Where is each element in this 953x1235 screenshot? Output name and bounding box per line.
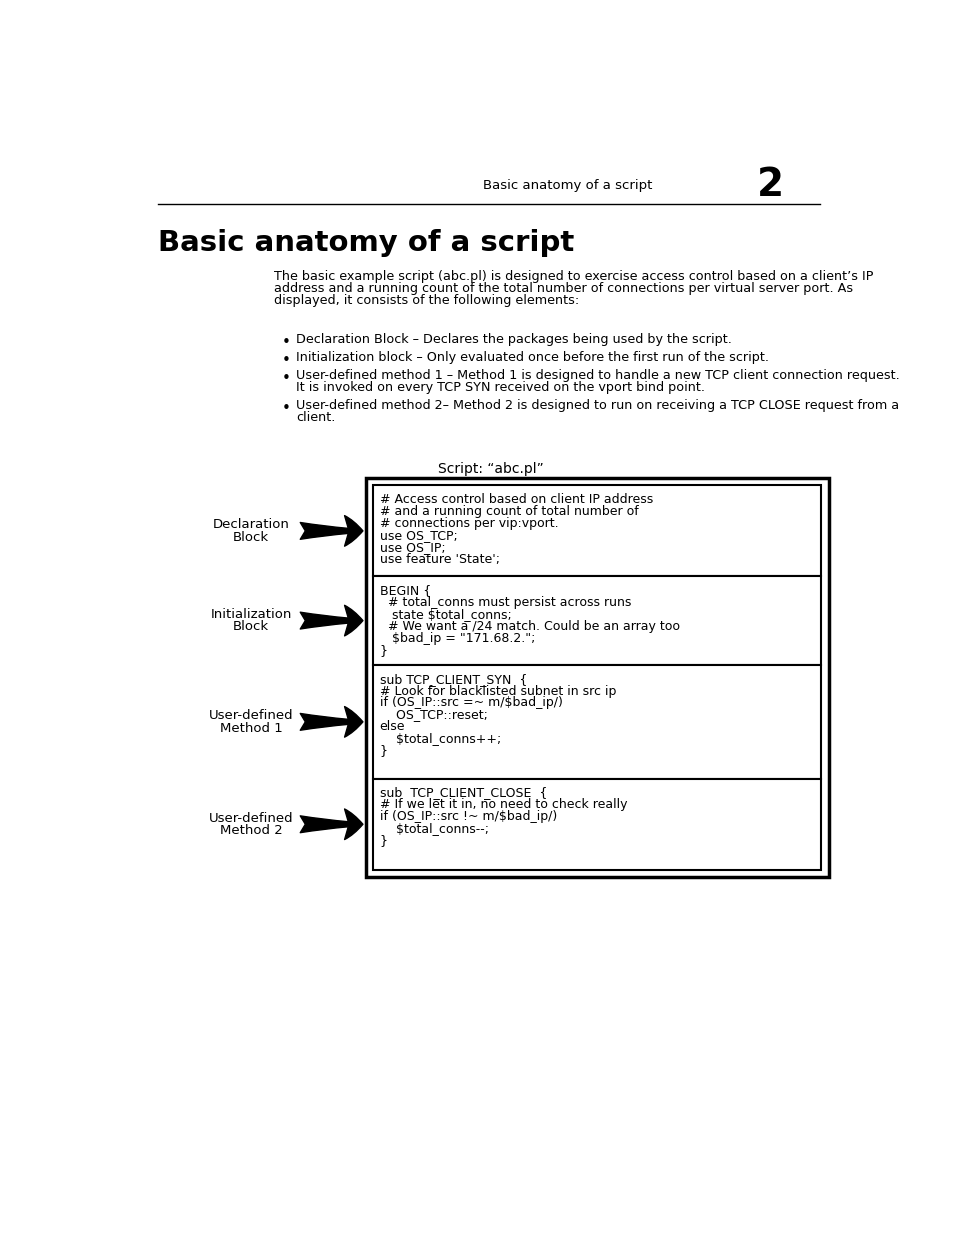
Text: $bad_ip = "171.68.2.";: $bad_ip = "171.68.2.";	[379, 632, 535, 645]
Text: BEGIN {: BEGIN {	[379, 584, 431, 597]
Text: else: else	[379, 720, 405, 734]
Text: # connections per vip:vport.: # connections per vip:vport.	[379, 517, 558, 530]
Text: $total_conns--;: $total_conns--;	[379, 823, 488, 835]
Text: •: •	[281, 335, 290, 350]
Text: if (OS_IP::src !~ m/$bad_ip/): if (OS_IP::src !~ m/$bad_ip/)	[379, 810, 557, 824]
Text: use OS_IP;: use OS_IP;	[379, 541, 445, 555]
Bar	[365, 478, 828, 877]
Text: •: •	[281, 401, 290, 416]
Text: Block: Block	[233, 531, 269, 543]
Text: $total_conns++;: $total_conns++;	[379, 732, 500, 745]
Text: Script: “abc.pl”: Script: “abc.pl”	[438, 462, 543, 477]
Text: # and a running count of total number of: # and a running count of total number of	[379, 505, 638, 519]
Text: It is invoked on every TCP SYN received on the vport bind point.: It is invoked on every TCP SYN received …	[295, 382, 704, 394]
Bar	[373, 779, 821, 869]
Text: Declaration: Declaration	[213, 519, 289, 531]
Text: use feature 'State';: use feature 'State';	[379, 553, 499, 566]
Text: # We want a /24 match. Could be an array too: # We want a /24 match. Could be an array…	[379, 620, 679, 632]
Bar	[373, 485, 821, 577]
Bar	[373, 577, 821, 664]
Text: use OS_TCP;: use OS_TCP;	[379, 529, 456, 542]
Text: User-defined: User-defined	[209, 709, 293, 722]
Text: # total_conns must persist across runs: # total_conns must persist across runs	[379, 597, 630, 609]
Text: Block: Block	[233, 620, 269, 634]
Text: # If we let it in, no need to check really: # If we let it in, no need to check real…	[379, 799, 626, 811]
Text: Basic anatomy of a script: Basic anatomy of a script	[482, 179, 652, 191]
Text: User-defined method 2– Method 2 is designed to run on receiving a TCP CLOSE requ: User-defined method 2– Method 2 is desig…	[295, 399, 898, 412]
Text: The basic example script (abc.pl) is designed to exercise access control based o: The basic example script (abc.pl) is des…	[274, 270, 873, 283]
Text: sub TCP_CLIENT_SYN  {: sub TCP_CLIENT_SYN {	[379, 673, 526, 685]
Text: Basic anatomy of a script: Basic anatomy of a script	[158, 228, 574, 257]
Text: User-defined: User-defined	[209, 811, 293, 825]
Text: •: •	[281, 353, 290, 368]
Text: Method 2: Method 2	[219, 824, 282, 837]
Text: 2: 2	[756, 167, 783, 204]
Text: }: }	[379, 643, 387, 657]
Text: }: }	[379, 835, 387, 847]
Text: if (OS_IP::src =~ m/$bad_ip/): if (OS_IP::src =~ m/$bad_ip/)	[379, 697, 562, 709]
Text: Initialization block – Only evaluated once before the first run of the script.: Initialization block – Only evaluated on…	[295, 351, 768, 364]
Text: # Access control based on client IP address: # Access control based on client IP addr…	[379, 493, 652, 506]
Text: •: •	[281, 370, 290, 385]
Text: # Look for blacklisted subnet in src ip: # Look for blacklisted subnet in src ip	[379, 684, 616, 698]
Text: Declaration Block – Declares the packages being used by the script.: Declaration Block – Declares the package…	[295, 333, 731, 346]
Text: sub  TCP_CLIENT_CLOSE  {: sub TCP_CLIENT_CLOSE {	[379, 787, 546, 799]
Text: address and a running count of the total number of connections per virtual serve: address and a running count of the total…	[274, 282, 853, 295]
Bar	[373, 664, 821, 779]
Text: Method 1: Method 1	[219, 721, 282, 735]
Text: client.: client.	[295, 411, 335, 424]
Text: }: }	[379, 745, 387, 757]
Text: User-defined method 1 – Method 1 is designed to handle a new TCP client connecti: User-defined method 1 – Method 1 is desi…	[295, 369, 899, 382]
Text: state $total_conns;: state $total_conns;	[379, 608, 511, 621]
Text: Initialization: Initialization	[210, 608, 292, 621]
Text: displayed, it consists of the following elements:: displayed, it consists of the following …	[274, 294, 578, 306]
Text: OS_TCP::reset;: OS_TCP::reset;	[379, 709, 487, 721]
